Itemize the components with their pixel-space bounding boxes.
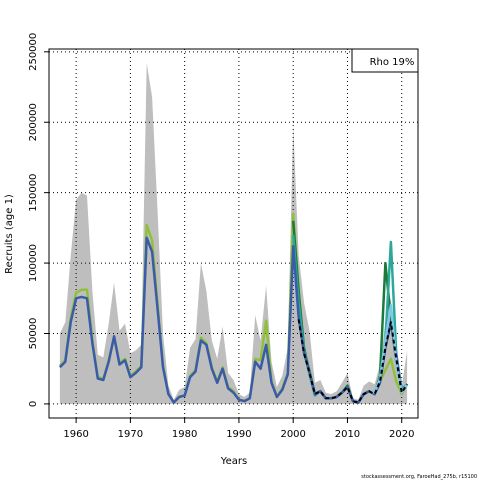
- confidence-band: [59, 63, 408, 404]
- y-tick-label-50000: 50000: [28, 318, 39, 350]
- y-tick-label-100000: 100000: [28, 244, 39, 282]
- x-tick-label-1960: 1960: [63, 429, 88, 440]
- y-tick-label-250000: 250000: [28, 33, 39, 71]
- x-tick-label-2010: 2010: [335, 429, 360, 440]
- plot-frame: [48, 48, 419, 419]
- x-tick-label-1980: 1980: [172, 429, 197, 440]
- y-tick-label-150000: 150000: [28, 174, 39, 212]
- y-tick-label-200000: 200000: [28, 103, 39, 141]
- grid-layer: [49, 49, 418, 418]
- confidence-band-layer: [59, 63, 408, 404]
- x-tick-label-2020: 2020: [389, 429, 414, 440]
- x-tick-label-2000: 2000: [280, 429, 305, 440]
- legend-box: [351, 48, 419, 73]
- legend: Rho 19%: [351, 48, 419, 73]
- credit-text: stockassessment.org, FaroeHad_275b, r151…: [361, 474, 477, 480]
- series-line-6: [297, 319, 408, 404]
- x-tick-label-1970: 1970: [118, 429, 143, 440]
- y-axis-title: Recruits (age 1): [4, 194, 15, 274]
- series-layer: [59, 212, 409, 404]
- x-axis-title: Years: [220, 456, 247, 467]
- legend-label: Rho 19%: [370, 57, 415, 68]
- y-tick-label-0: 0: [28, 401, 39, 407]
- x-tick-label-1990: 1990: [226, 429, 251, 440]
- axes-layer: 1960 1970 1980 1990 2000 2010 2020 0 50000 100000…: [28, 33, 419, 440]
